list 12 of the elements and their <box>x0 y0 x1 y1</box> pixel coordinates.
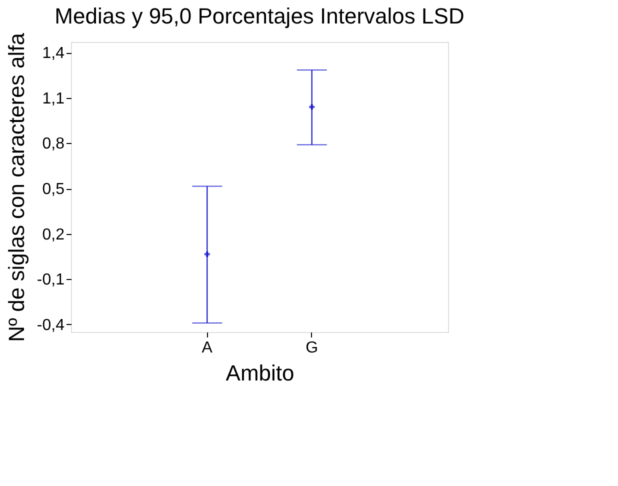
y-axis-title: Nº de siglas con caracteres alfa <box>4 32 29 342</box>
x-axis-title: Ambito <box>226 360 294 386</box>
y-tick-label: -0,4 <box>36 316 65 334</box>
chart-title: Medias y 95,0 Porcentajes Intervalos LSD <box>54 4 464 29</box>
x-tick-label: A <box>202 340 213 356</box>
y-tick-label: -0,1 <box>36 272 65 289</box>
x-tick-label: G <box>306 340 318 356</box>
y-tick-label: 1,4 <box>42 45 65 62</box>
y-tick-label: 0,2 <box>42 226 65 244</box>
y-tick-label: 1,1 <box>42 90 65 108</box>
y-tick-label: 0,8 <box>42 136 65 153</box>
y-tick-label: 0,5 <box>42 181 65 198</box>
